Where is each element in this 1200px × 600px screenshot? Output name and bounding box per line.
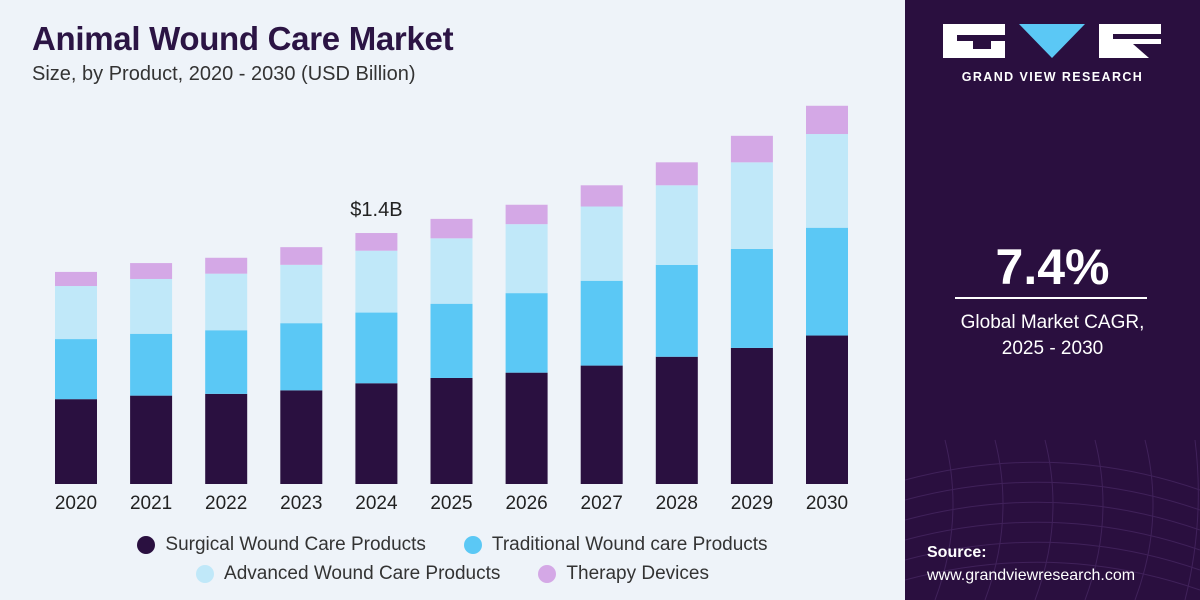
bar-segment-2028-advanced [655, 185, 698, 265]
legend-swatch-therapy [538, 565, 557, 583]
chart-subtitle: Size, by Product, 2020 - 2030 (USD Billi… [32, 63, 416, 85]
bar-segment-2020-traditional [55, 339, 97, 400]
x-tick-label-2029: 2029 [731, 493, 773, 514]
bar-segment-2021-advanced [130, 278, 173, 334]
bar-segment-2020-advanced [55, 286, 97, 340]
bar-segment-2020-surgical [55, 399, 97, 484]
brand-name: GRAND VIEW RESEARCH [961, 70, 1144, 84]
bar-segment-2030-advanced [806, 134, 848, 228]
source-label: Source: [927, 544, 987, 561]
x-tick-label-2021: 2021 [130, 493, 172, 514]
legend-swatch-advanced [196, 565, 215, 583]
cagr-label-line-2: 2025 - 2030 [1001, 338, 1104, 359]
bar-segment-2022-surgical [205, 393, 248, 484]
bar-segment-2023-surgical [280, 390, 323, 484]
bar-segment-2027-surgical [580, 365, 623, 484]
legend-label-therapy: Therapy Devices [566, 563, 709, 584]
legend-swatch-surgical [137, 536, 156, 554]
legend-row-2: Advanced Wound Care Products Therapy Dev… [0, 563, 905, 585]
bar-segment-2029-traditional [730, 248, 773, 348]
bar-segment-2028-therapy [655, 162, 698, 186]
bar-segment-2025-traditional [430, 303, 473, 378]
legend-swatch-traditional [463, 536, 482, 554]
bar-segment-2029-surgical [730, 347, 773, 484]
cagr-label: Global Market CAGR, 2025 - 2030 [905, 310, 1200, 362]
bar-segment-2022-traditional [205, 330, 248, 394]
legend-label-advanced: Advanced Wound Care Products [224, 563, 501, 584]
x-tick-label-2024: 2024 [355, 493, 398, 514]
bar-segment-2023-advanced [280, 264, 323, 324]
bar-segment-2030-surgical [806, 335, 848, 484]
chart-title: Animal Wound Care Market [32, 20, 454, 57]
bar-segment-2022-therapy [205, 257, 248, 274]
bar-segment-2023-therapy [280, 247, 323, 265]
x-tick-label-2028: 2028 [656, 493, 698, 514]
bar-segment-2024-advanced [355, 250, 398, 313]
x-tick-label-2027: 2027 [581, 493, 623, 514]
bar-segment-2029-therapy [730, 135, 773, 163]
x-tick-label-2022: 2022 [205, 493, 247, 514]
bar-segment-2021-surgical [130, 395, 173, 484]
legend-row-1: Surgical Wound Care Products Traditional… [0, 534, 905, 556]
annotation-label-2024: $1.4B [350, 199, 402, 221]
source-link[interactable]: www.grandviewresearch.com [927, 567, 1136, 584]
bar-segment-2025-advanced [430, 238, 473, 304]
cagr-value: 7.4% [995, 239, 1110, 295]
legend-item-traditional: Traditional Wound care Products [463, 534, 768, 556]
bar-segment-2027-advanced [580, 206, 623, 281]
chart-panel: Animal Wound Care Market Size, by Produc… [0, 0, 905, 600]
legend-label-traditional: Traditional Wound care Products [491, 534, 768, 555]
bar-segment-2030-traditional [806, 227, 848, 336]
legend-label-surgical: Surgical Wound Care Products [165, 534, 426, 555]
decorative-grid [905, 439, 1200, 600]
legend-item-therapy: Therapy Devices [538, 563, 709, 585]
bar-segment-2027-therapy [580, 185, 623, 207]
bar-segment-2026-surgical [505, 372, 548, 484]
cagr-divider [955, 297, 1147, 299]
bar-segment-2026-traditional [505, 293, 548, 373]
x-tick-label-2025: 2025 [430, 493, 472, 514]
bar-segment-2026-therapy [505, 204, 548, 225]
x-tick-label-2020: 2020 [55, 493, 97, 514]
bar-segment-2023-traditional [280, 323, 323, 391]
bar-segment-2021-therapy [130, 263, 173, 279]
bar-segment-2024-surgical [355, 383, 398, 484]
x-tick-label-2030: 2030 [806, 493, 848, 514]
bar-segment-2030-therapy [806, 105, 848, 135]
grand-view-research-logo [943, 24, 1161, 58]
bar-segment-2029-advanced [730, 162, 773, 249]
bar-segment-2024-traditional [355, 312, 398, 384]
x-tick-label-2023: 2023 [280, 493, 322, 514]
bar-segment-2028-traditional [655, 264, 698, 357]
bar-segment-2025-therapy [430, 218, 473, 239]
cagr-label-line-1: Global Market CAGR, [960, 312, 1145, 333]
stacked-bar-chart: 2020 2021 2022 2023 2024 $1.4B 2025 2026 2027 202… [55, 105, 848, 514]
legend-item-advanced: Advanced Wound Care Products [196, 563, 500, 585]
legend-item-surgical: Surgical Wound Care Products [137, 534, 426, 556]
bar-segment-2024-therapy [355, 233, 398, 251]
bar-segment-2026-advanced [505, 224, 548, 294]
bar-segment-2020-therapy [55, 271, 97, 287]
bar-segment-2027-traditional [580, 280, 623, 366]
x-tick-label-2026: 2026 [505, 493, 547, 514]
bar-segment-2025-surgical [430, 377, 473, 484]
bar-segment-2021-traditional [130, 333, 173, 396]
bar-segment-2028-surgical [655, 356, 698, 484]
sidebar: GRAND VIEW RESEARCH 7.4% Global Market C… [905, 0, 1200, 600]
bar-segment-2022-advanced [205, 273, 248, 331]
